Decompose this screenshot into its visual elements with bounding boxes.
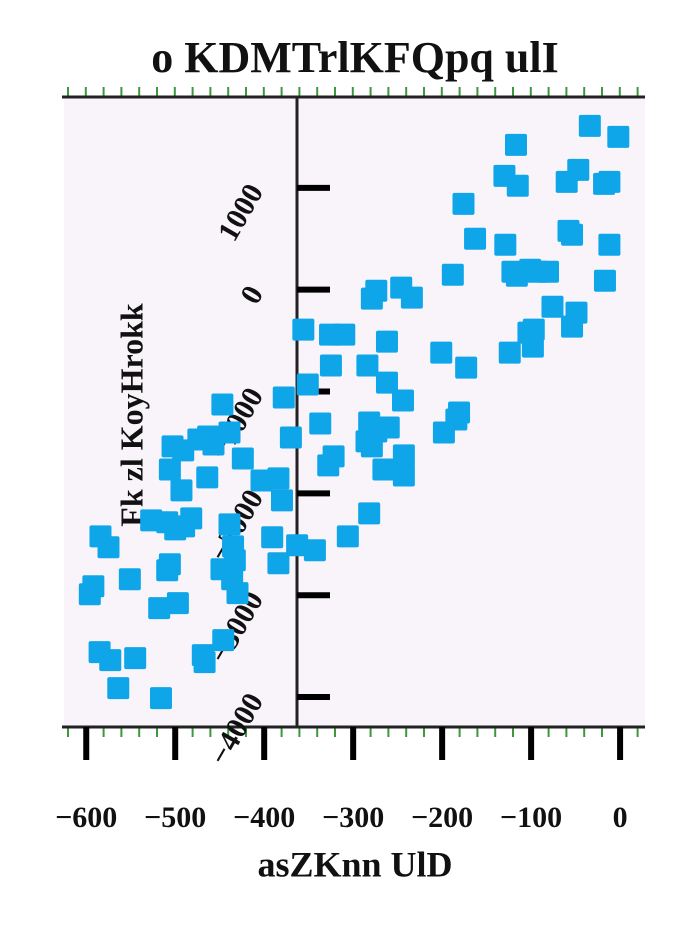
point xyxy=(193,651,216,674)
point xyxy=(261,526,284,549)
point xyxy=(392,464,415,487)
point xyxy=(452,192,475,215)
point xyxy=(156,559,179,582)
point xyxy=(607,125,630,148)
point xyxy=(430,341,453,364)
chart-title: o KDMTrlKFQpq ulI xyxy=(151,33,558,82)
point xyxy=(309,412,332,435)
point xyxy=(441,263,464,286)
point xyxy=(99,649,122,672)
x-tick-label: 0 xyxy=(613,801,628,834)
y-axis-label: Fk zl KoyHrokk xyxy=(113,303,149,527)
point xyxy=(358,502,381,525)
point xyxy=(250,469,273,492)
point xyxy=(149,687,172,710)
point xyxy=(212,629,235,652)
point xyxy=(317,454,340,477)
point xyxy=(537,260,560,283)
point xyxy=(561,223,584,246)
point xyxy=(455,356,478,379)
point xyxy=(498,341,521,364)
point xyxy=(78,583,101,606)
point xyxy=(218,421,241,444)
point xyxy=(196,466,219,489)
point xyxy=(170,479,193,502)
point xyxy=(296,373,319,396)
point xyxy=(333,323,356,346)
point xyxy=(270,489,293,512)
x-tick-label: −500 xyxy=(144,801,206,834)
point xyxy=(375,371,398,394)
point xyxy=(494,233,517,256)
point xyxy=(400,286,423,309)
point xyxy=(267,467,290,490)
point xyxy=(231,447,254,470)
point xyxy=(158,458,181,481)
point xyxy=(272,386,295,409)
point xyxy=(286,534,309,557)
point xyxy=(218,513,241,536)
point xyxy=(279,426,302,449)
point xyxy=(598,233,621,256)
point xyxy=(97,536,120,559)
x-tick-label: −100 xyxy=(500,801,562,834)
point xyxy=(578,114,601,137)
point xyxy=(166,592,189,615)
point xyxy=(392,444,415,467)
point xyxy=(211,393,234,416)
point xyxy=(432,421,455,444)
point xyxy=(336,525,359,548)
point xyxy=(372,458,395,481)
point xyxy=(124,647,147,670)
point xyxy=(319,354,342,377)
point xyxy=(148,597,171,620)
point xyxy=(377,416,400,439)
point xyxy=(598,170,621,193)
point xyxy=(172,439,195,462)
point xyxy=(541,295,564,318)
point xyxy=(303,539,326,562)
point xyxy=(360,287,383,310)
x-tick-label: −300 xyxy=(322,801,384,834)
point xyxy=(173,515,196,538)
point xyxy=(356,354,379,377)
point xyxy=(360,435,383,458)
point xyxy=(375,330,398,353)
point xyxy=(292,318,315,341)
x-tick-label: −600 xyxy=(55,801,117,834)
point xyxy=(561,315,584,338)
point xyxy=(226,582,249,605)
point xyxy=(521,335,544,358)
point xyxy=(391,389,414,412)
point xyxy=(504,133,527,156)
point xyxy=(107,677,130,700)
point xyxy=(267,552,290,575)
x-tick-label: −200 xyxy=(411,801,473,834)
point xyxy=(555,170,578,193)
x-axis-label: asZKnn UlD xyxy=(257,844,452,884)
x-tick-label: −400 xyxy=(233,801,295,834)
point xyxy=(593,269,616,292)
point xyxy=(464,227,487,250)
plot-area xyxy=(64,97,645,727)
point xyxy=(118,568,141,591)
point xyxy=(506,174,529,197)
